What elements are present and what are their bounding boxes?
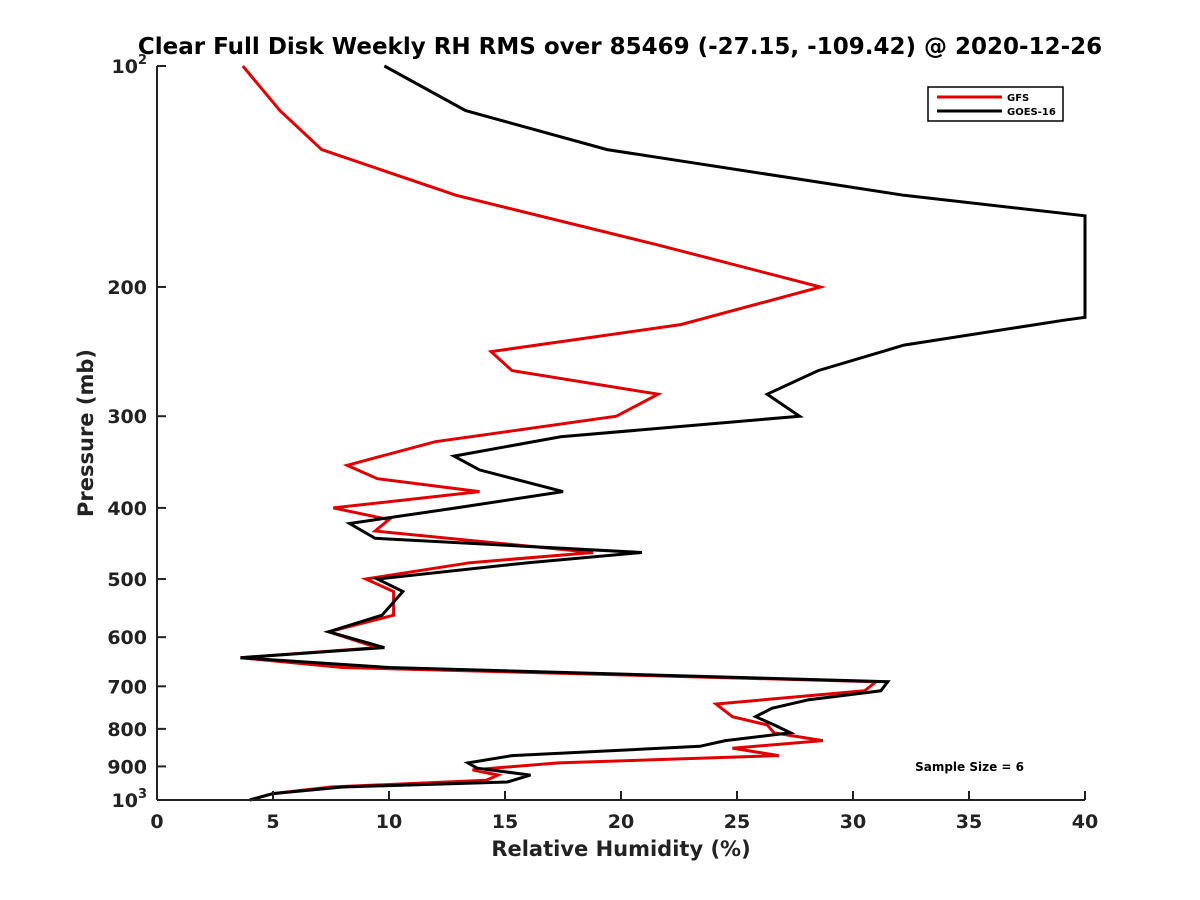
x-tick-label: 5	[266, 811, 279, 833]
y-tick-label: 800	[107, 719, 147, 741]
legend: GFS GOES-16	[927, 86, 1064, 122]
chart-title: Clear Full Disk Weekly RH RMS over 85469…	[138, 34, 1102, 60]
axes-layer: 0 5 10 15 20 25 30 35 40 102 200 300 400 500 600 700 800…	[107, 53, 1098, 833]
x-tick-label: 10	[376, 811, 402, 833]
x-tick-label: 20	[608, 811, 634, 833]
legend-label: GFS	[1007, 93, 1029, 104]
y-tick-label: 200	[107, 277, 147, 299]
x-tick-label: 25	[724, 811, 750, 833]
y-tick-label: 102	[112, 53, 148, 78]
series-line-goes-16	[240, 64, 1087, 802]
sample-size-annotation: Sample Size = 6	[915, 760, 1024, 774]
y-tick-label: 103	[112, 787, 148, 812]
x-axis-label: Relative Humidity (%)	[491, 837, 750, 861]
y-tick-label: 500	[107, 569, 147, 591]
series-layer	[240, 64, 1087, 802]
y-tick-label: 700	[107, 676, 147, 698]
y-tick-label: 400	[107, 498, 147, 520]
y-tick-label: 300	[107, 406, 147, 428]
y-axis-label: Pressure (mb)	[74, 349, 98, 517]
x-tick-label: 0	[150, 811, 163, 833]
y-tick-label: 600	[107, 627, 147, 649]
x-tick-label: 15	[492, 811, 518, 833]
x-tick-label: 40	[1072, 811, 1098, 833]
legend-box	[927, 86, 1064, 122]
x-tick-label: 35	[956, 811, 982, 833]
x-tick-label: 30	[840, 811, 866, 833]
series-line-gfs	[240, 65, 881, 802]
legend-label: GOES-16	[1007, 107, 1056, 118]
y-tick-label: 900	[107, 756, 147, 778]
